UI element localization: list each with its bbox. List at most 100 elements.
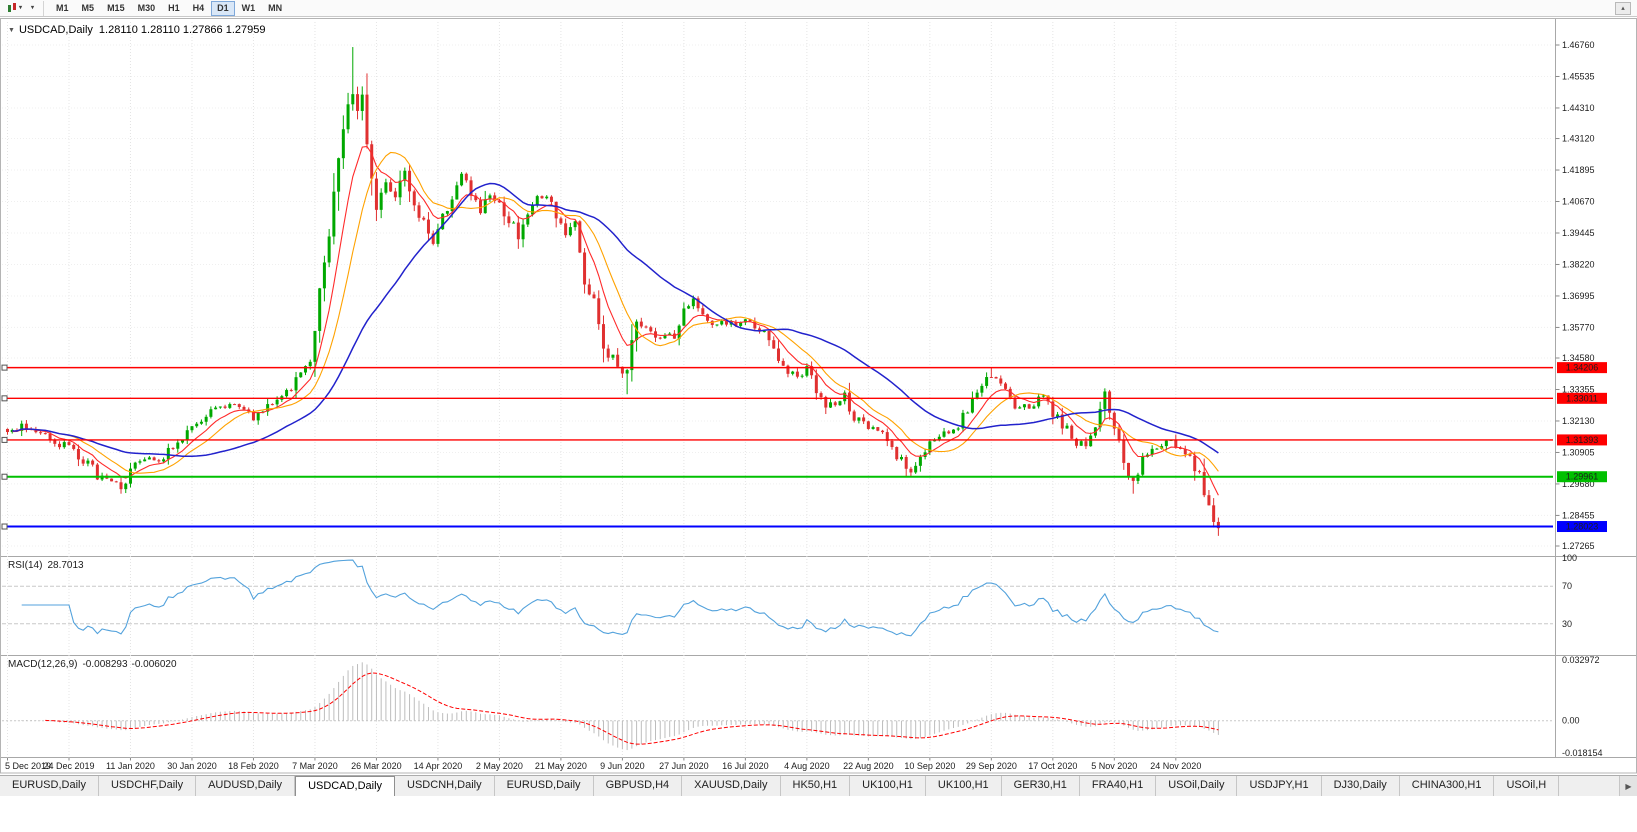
macd-signal-value: -0.006020: [131, 659, 177, 670]
timeframe-button-m30[interactable]: M30: [132, 1, 162, 16]
timeframe-button-mn[interactable]: MN: [262, 1, 288, 16]
tab-uk100-h1[interactable]: UK100,H1: [850, 776, 926, 796]
tab-audusd-daily[interactable]: AUDUSD,Daily: [196, 776, 296, 796]
hlines-layer: [1, 364, 1553, 530]
date-axis-label: 10 Sep 2020: [904, 761, 955, 771]
ma-mid-line[interactable]: [12, 151, 1219, 474]
chart-type-button[interactable]: ▾: [4, 1, 26, 16]
date-axis-label: 16 Jul 2020: [722, 761, 769, 771]
price-axis-label: 1.43120: [1562, 134, 1595, 144]
date-axis-label: 29 Sep 2020: [966, 761, 1017, 771]
tabs-scroll-right-button[interactable]: ▶: [1619, 776, 1637, 796]
chart-tools-group: ▾ ▾: [4, 1, 38, 16]
chevron-down-icon: ▾: [19, 5, 23, 11]
price-axis-label: 1.27265: [1562, 541, 1595, 551]
timeframe-button-h4[interactable]: H4: [187, 1, 211, 16]
price-axis-label: 1.29680: [1562, 479, 1595, 489]
tab-ger30-h1[interactable]: GER30,H1: [1002, 776, 1080, 796]
macd-signal-line: [45, 672, 1219, 745]
candlestick-chart-icon: [8, 3, 17, 13]
chevron-down-icon: ▾: [31, 5, 35, 11]
chart-menu-icon[interactable]: ▼: [8, 27, 15, 34]
rsi-axis-label: 70: [1562, 581, 1572, 591]
svg-text:1.31393: 1.31393: [1566, 435, 1599, 445]
hline-handle[interactable]: [1, 473, 8, 480]
rsi-indicator-label: RSI(14) 28.7013: [8, 560, 84, 571]
hline-handle[interactable]: [1, 364, 8, 371]
tab-usdcad-daily[interactable]: USDCAD,Daily: [295, 776, 396, 796]
tab-xauusd-daily[interactable]: XAUUSD,Daily: [682, 776, 781, 796]
timeframe-button-m1[interactable]: M1: [50, 1, 75, 16]
macd-axis-min: -0.018154: [1562, 748, 1603, 758]
date-axis-label: 18 Feb 2020: [228, 761, 279, 771]
chart-tabs-bar: EURUSD,Daily USDCHF,Daily AUDUSD,Daily USDC…: [0, 775, 1637, 796]
svg-text:1.34206: 1.34206: [1566, 363, 1599, 373]
price-tag-1.31393: [1557, 434, 1607, 446]
timeframe-button-h1[interactable]: H1: [162, 1, 186, 16]
date-axis-label: 5 Dec 2019: [5, 761, 51, 771]
chart-canvas[interactable]: 1.46760 1.45535 1.44310 1.43120 1.41895 1.406…: [0, 17, 1637, 775]
price-tag-1.28023: [1557, 521, 1607, 533]
macd-name: MACD(12,26,9): [8, 659, 78, 670]
rsi-pane: 100 70 30: [2, 553, 1577, 637]
top-toolbar: ▾ ▾ M1 M5 M15 M30 H1 H4 D1 W1 MN ▴: [0, 0, 1637, 17]
chart-window: 1.46760 1.45535 1.44310 1.43120 1.41895 1.406…: [0, 17, 1637, 774]
tab-eurusd-daily[interactable]: EURUSD,Daily: [495, 776, 594, 796]
price-axis-label: 1.34580: [1562, 353, 1595, 363]
macd-indicator-label: MACD(12,26,9) -0.008293 -0.006020: [8, 659, 177, 670]
price-axis-label: 1.30905: [1562, 447, 1595, 457]
rsi-name: RSI(14): [8, 560, 43, 571]
macd-main-value: -0.008293: [82, 659, 128, 670]
price-axis-label: 1.36995: [1562, 291, 1595, 301]
macd-axis-zero: 0.00: [1562, 716, 1580, 726]
indicators-menu-button[interactable]: ▾: [27, 1, 38, 16]
candles-layer: [6, 47, 1220, 536]
rsi-line: [21, 559, 1219, 637]
tab-china300-h1[interactable]: CHINA300,H1: [1400, 776, 1495, 796]
rsi-value: 28.7013: [47, 560, 84, 571]
timeframe-button-m15[interactable]: M15: [101, 1, 131, 16]
up-arrow-icon: ▴: [1621, 5, 1625, 12]
timeframe-button-d1[interactable]: D1: [211, 0, 235, 16]
tab-usoil-daily[interactable]: USOil,Daily: [1156, 776, 1238, 796]
price-tag-1.34206: [1557, 362, 1607, 374]
date-axis-label: 11 Jan 2020: [106, 761, 155, 771]
tab-fra40-h1[interactable]: FRA40,H1: [1080, 776, 1157, 796]
price-axis-label: 1.41895: [1562, 165, 1595, 175]
tab-eurusd-daily[interactable]: EURUSD,Daily: [0, 776, 99, 796]
moving-averages-layer: [12, 145, 1219, 496]
price-axis-label: 1.33355: [1562, 384, 1595, 394]
timeframe-button-w1[interactable]: W1: [236, 1, 262, 16]
ma-fast-line[interactable]: [12, 145, 1219, 496]
scroll-up-button[interactable]: ▴: [1615, 2, 1631, 15]
date-axis-label: 24 Nov 2020: [1150, 761, 1201, 771]
tab-usdjpy-h1[interactable]: USDJPY,H1: [1237, 776, 1322, 796]
hline-handle[interactable]: [1, 523, 8, 530]
date-axis-label: 14 Apr 2020: [414, 761, 463, 771]
date-axis-label: 21 May 2020: [535, 761, 587, 771]
price-axis-label: 1.39445: [1562, 228, 1595, 238]
date-axis-label: 5 Nov 2020: [1091, 761, 1137, 771]
hline-handle[interactable]: [1, 395, 8, 402]
rsi-axis-label: 30: [1562, 619, 1572, 629]
tab-gbpusd-h4[interactable]: GBPUSD,H4: [594, 776, 683, 796]
date-axis-label: 2 May 2020: [476, 761, 523, 771]
tab-usdchf-daily[interactable]: USDCHF,Daily: [99, 776, 197, 796]
hline-handle[interactable]: [1, 436, 8, 443]
tab-hk50-h1[interactable]: HK50,H1: [781, 776, 851, 796]
date-axis-label: 24 Dec 2019: [43, 761, 94, 771]
date-axis-label: 26 Mar 2020: [351, 761, 402, 771]
tab-usdcnh-daily[interactable]: USDCNH,Daily: [395, 776, 495, 796]
timeframe-toolbar: M1 M5 M15 M30 H1 H4 D1 W1 MN: [43, 0, 288, 16]
chart-title: ▼ USDCAD,Daily 1.28110 1.28110 1.27866 1.2…: [8, 24, 266, 36]
tab-uk100-h1[interactable]: UK100,H1: [926, 776, 1002, 796]
price-axis-label: 1.28455: [1562, 510, 1595, 520]
grid-layer: [2, 22, 1553, 758]
timeframe-button-m5[interactable]: M5: [76, 1, 101, 16]
tab-usoil-h[interactable]: USOil,H: [1494, 776, 1560, 796]
svg-text:1.29961: 1.29961: [1566, 472, 1599, 482]
price-axis[interactable]: 1.46760 1.45535 1.44310 1.43120 1.41895 1.406…: [1555, 40, 1608, 551]
ma-slow-line[interactable]: [12, 182, 1219, 458]
tab-dj30-daily[interactable]: DJ30,Daily: [1322, 776, 1400, 796]
